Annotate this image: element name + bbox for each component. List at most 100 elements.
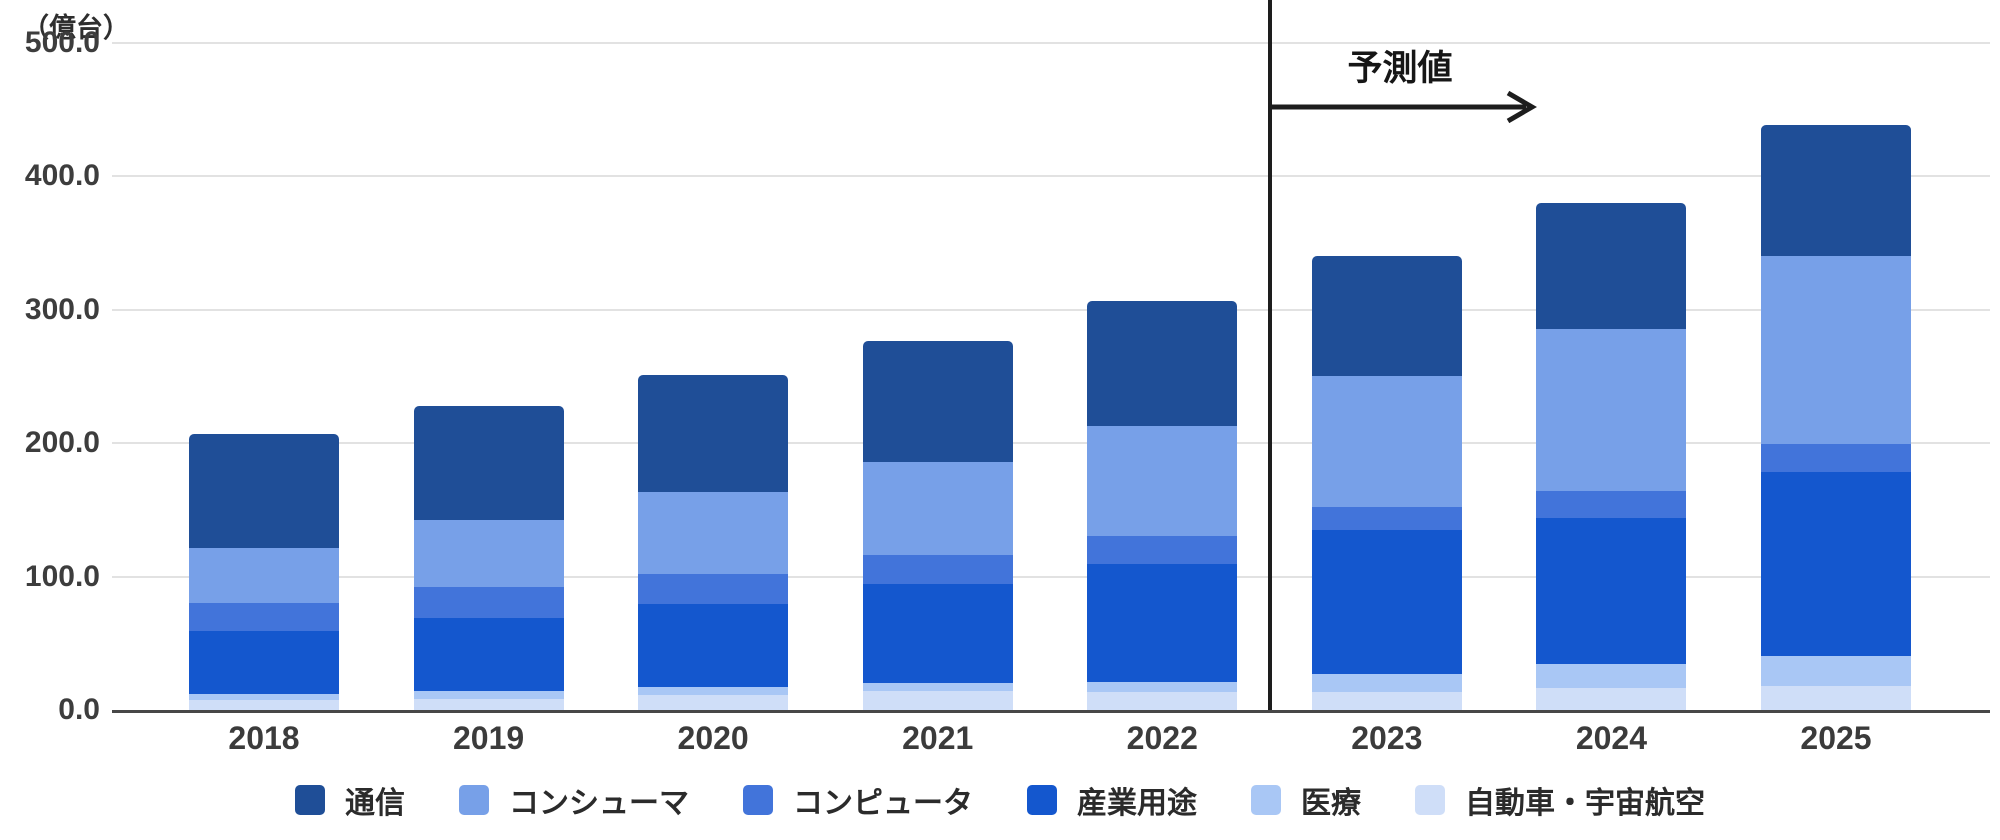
bar-segment-2019-コンピュータ: [413, 586, 564, 618]
legend-swatch-icon: [1027, 785, 1057, 815]
bar-segment-2021-コンピュータ: [862, 554, 1013, 585]
bar-segment-2022-コンシューマ: [1087, 425, 1238, 537]
bar-2024: [1536, 202, 1687, 711]
y-tick-label-200: 200.0: [24, 426, 100, 460]
x-tick-label-2023: 2023: [1351, 720, 1423, 756]
bar-segment-2021-自動車・宇宙航空: [862, 690, 1013, 711]
bar-segment-2025-自動車・宇宙航空: [1760, 685, 1911, 711]
bar-segment-2024-産業用途: [1536, 517, 1687, 665]
legend-item-label: コンシューマ: [509, 787, 689, 820]
gridline-500: [112, 42, 1990, 44]
bar-segment-2022-自動車・宇宙航空: [1087, 692, 1238, 711]
x-tick-label-2024: 2024: [1575, 720, 1647, 756]
bar-segment-2023-コンシューマ: [1311, 376, 1462, 507]
legend: 通信 コンシューマ コンピュータ 産業用途 医療 自動車・宇宙航空: [0, 778, 2000, 822]
y-tick-label-0: 0.0: [58, 693, 100, 726]
forecast-arrow-icon: [1270, 90, 1537, 124]
bar-segment-2019-通信: [413, 405, 564, 521]
bar-2018: [189, 433, 339, 711]
bar-segment-2021-医療: [862, 682, 1013, 691]
y-tick-label-500: 500.0: [24, 26, 100, 59]
bar-segment-2023-自動車・宇宙航空: [1311, 692, 1462, 711]
legend-item-label: 医療: [1301, 787, 1361, 820]
x-tick-label-2018: 2018: [228, 720, 300, 756]
bar-segment-2018-通信: [189, 433, 339, 549]
legend-item-自動車・宇宙航空: 自動車・宇宙航空: [1415, 778, 1705, 822]
bar-segment-2023-通信: [1311, 256, 1462, 377]
bar-segment-2020-通信: [638, 374, 789, 493]
gridline-100: [112, 575, 1990, 578]
bar-segment-2020-医療: [638, 686, 789, 695]
bar-segment-2024-コンピュータ: [1536, 490, 1687, 518]
legend-swatch-icon: [295, 785, 325, 815]
bar-2019: [413, 405, 564, 711]
x-axis-line: [112, 710, 1990, 713]
bar-segment-2024-通信: [1536, 202, 1687, 330]
bar-segment-2018-産業用途: [189, 630, 339, 694]
legend-item-label: 通信: [345, 787, 405, 820]
legend-item-label: コンピュータ: [793, 787, 973, 820]
bar-segment-2023-医療: [1311, 673, 1462, 693]
bar-segment-2018-コンシューマ: [189, 548, 339, 603]
legend-swatch-icon: [1251, 785, 1281, 815]
bar-segment-2021-コンシューマ: [862, 461, 1013, 555]
gridline-400: [112, 175, 1990, 178]
x-tick-label-2019: 2019: [452, 720, 525, 756]
bar-segment-2020-産業用途: [638, 604, 789, 687]
legend-item-label: 産業用途: [1077, 787, 1197, 820]
bar-segment-2023-コンピュータ: [1311, 506, 1462, 530]
bar-segment-2020-コンピュータ: [638, 573, 789, 605]
bar-segment-2025-医療: [1760, 656, 1911, 686]
legend-item-コンシューマ: コンシューマ: [459, 778, 689, 822]
legend-item-通信: 通信: [295, 778, 405, 822]
bar-segment-2022-医療: [1087, 681, 1238, 693]
forecast-divider-line: [1268, 0, 1272, 710]
bar-segment-2019-産業用途: [413, 617, 564, 691]
bar-2022: [1087, 301, 1238, 711]
legend-item-label: 自動車・宇宙航空: [1465, 787, 1705, 820]
gridline-200: [112, 442, 1990, 445]
y-tick-label-300: 300.0: [24, 292, 100, 326]
y-axis-unit-label: （億台）: [22, 13, 130, 43]
bar-segment-2025-産業用途: [1760, 472, 1911, 657]
bar-segment-2023-産業用途: [1311, 529, 1462, 674]
bar-segment-2024-コンシューマ: [1536, 329, 1687, 491]
bar-segment-2022-通信: [1087, 301, 1238, 426]
bar-segment-2020-自動車・宇宙航空: [638, 694, 789, 711]
legend-item-医療: 医療: [1251, 778, 1361, 822]
bar-segment-2021-産業用途: [862, 584, 1013, 683]
bar-segment-2019-自動車・宇宙航空: [413, 698, 564, 711]
bar-segment-2018-コンピュータ: [189, 602, 339, 631]
bar-segment-2022-コンピュータ: [1087, 536, 1238, 565]
x-tick-label-2021: 2021: [902, 720, 974, 756]
bar-segment-2019-コンシューマ: [413, 520, 564, 587]
legend-swatch-icon: [1415, 785, 1445, 815]
y-tick-label-400: 400.0: [24, 159, 100, 193]
bar-segment-2019-医療: [413, 690, 564, 699]
bar-segment-2020-コンシューマ: [638, 492, 789, 574]
x-tick-label-2022: 2022: [1126, 720, 1198, 756]
bar-segment-2025-通信: [1760, 125, 1911, 257]
legend-swatch-icon: [743, 785, 773, 815]
forecast-label: 予測値: [1347, 49, 1453, 88]
bar-2025: [1760, 125, 1911, 711]
legend-item-産業用途: 産業用途: [1027, 778, 1197, 822]
bar-2021: [862, 341, 1013, 711]
bar-segment-2024-自動車・宇宙航空: [1536, 688, 1687, 711]
x-tick-label-2020: 2020: [677, 720, 749, 756]
bar-segment-2021-通信: [862, 341, 1013, 462]
bar-segment-2024-医療: [1536, 664, 1687, 689]
gridline-300: [112, 308, 1990, 311]
legend-item-コンピュータ: コンピュータ: [743, 778, 973, 822]
bar-2020: [638, 374, 789, 711]
bar-segment-2022-産業用途: [1087, 564, 1238, 682]
bar-segment-2025-コンシューマ: [1760, 256, 1911, 445]
bar-segment-2018-医療: [189, 693, 339, 701]
bar-2023: [1311, 256, 1462, 711]
bar-segment-2025-コンピュータ: [1760, 444, 1911, 473]
y-tick-label-100: 100.0: [24, 559, 100, 593]
x-tick-label-2025: 2025: [1800, 720, 1872, 756]
legend-swatch-icon: [459, 785, 489, 815]
bar-segment-2018-自動車・宇宙航空: [189, 700, 339, 711]
